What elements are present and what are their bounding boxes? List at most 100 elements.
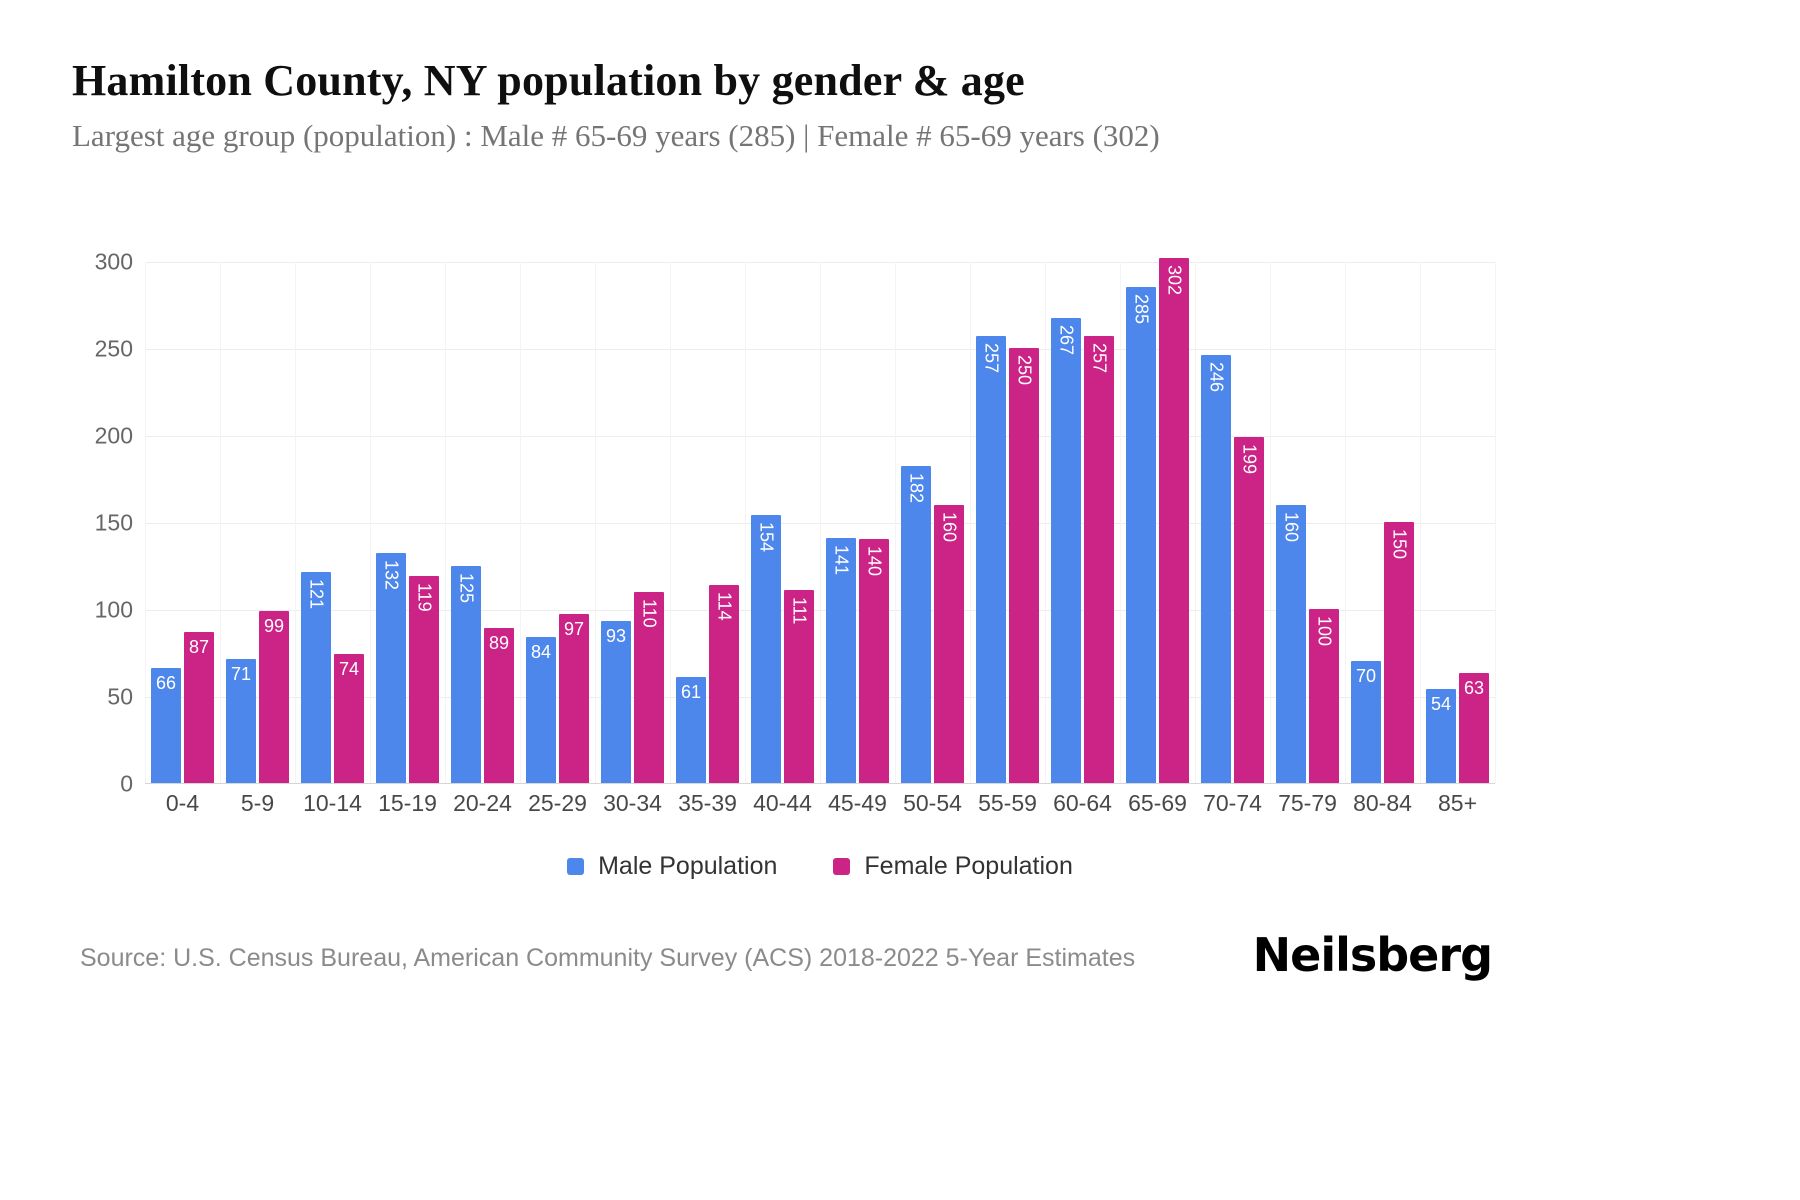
y-axis-tick-label: 200 (94, 422, 133, 449)
female-bar-30-34[interactable]: 110 (634, 591, 664, 783)
x-axis-labels: 0-4 5-9 10-14 15-19 20-24 25-29 30-34 35-39 40-4… (145, 790, 1495, 817)
female-bar-40-44[interactable]: 111 (784, 589, 814, 783)
bar-value-label: 302 (1164, 264, 1185, 295)
vertical-gridline (744, 262, 746, 783)
vertical-gridline (294, 262, 296, 783)
bar-value-label: 99 (263, 615, 285, 636)
male-bar-75-79[interactable]: 160 (1276, 504, 1306, 783)
female-bar-25-29[interactable]: 97 (559, 614, 589, 783)
x-axis-label-60-64: 60-64 (1053, 790, 1112, 816)
vertical-gridline (1045, 262, 1046, 783)
bar-value-label: 154 (756, 522, 777, 553)
male-bar-55-59[interactable]: 257 (976, 335, 1006, 783)
bar-value-label: 199 (1239, 443, 1260, 474)
vertical-gridline (520, 262, 521, 783)
bar-value-label: 84 (530, 641, 552, 662)
female-bar-85+[interactable]: 63 (1459, 673, 1489, 783)
female-bar-45-49[interactable]: 140 (859, 539, 889, 783)
female-bar-50-54[interactable]: 160 (934, 504, 964, 783)
x-axis-label-80-84: 80-84 (1353, 790, 1412, 816)
bar-value-label: 111 (789, 596, 810, 625)
female-bar-5-9[interactable]: 99 (259, 610, 289, 783)
x-axis-label-10-14: 10-14 (303, 790, 362, 816)
legend-label-male: Male Population (598, 852, 778, 880)
x-axis-label-70-74: 70-74 (1203, 790, 1262, 816)
male-bar-0-4[interactable]: 66 (151, 668, 181, 783)
bar-group-70-74: 246 199 (1195, 262, 1270, 783)
female-bar-65-69[interactable]: 302 (1159, 257, 1189, 783)
bar-value-label: 132 (381, 560, 402, 591)
plot-area: 0 50 100 150 200 250 300 66 87 71 99 121 74 132 119 12… (95, 249, 1496, 797)
female-bar-10-14[interactable]: 74 (334, 654, 364, 783)
vertical-gridline (820, 262, 821, 783)
x-axis-label-35-39: 35-39 (678, 790, 737, 816)
bar-value-label: 66 (155, 673, 177, 694)
male-bar-15-19[interactable]: 132 (376, 553, 406, 783)
bar-value-label: 119 (414, 582, 435, 612)
bar-group-15-19: 132 119 (370, 262, 445, 783)
female-bar-70-74[interactable]: 199 (1234, 436, 1264, 783)
bar-value-label: 257 (981, 342, 1002, 373)
y-axis-tick-label: 150 (94, 509, 133, 536)
x-axis-label-45-49: 45-49 (828, 790, 887, 816)
bar-value-label: 87 (188, 636, 210, 657)
male-bar-25-29[interactable]: 84 (526, 636, 556, 783)
bar-group-30-34: 93 110 (595, 262, 670, 783)
male-legend-swatch-icon (567, 858, 585, 875)
chart-title: Hamilton County, NY population by gender… (72, 56, 1025, 105)
legend: Male Population Female Population (145, 852, 1495, 881)
vertical-gridline (370, 262, 371, 783)
bar-value-label: 125 (456, 572, 477, 603)
male-bar-40-44[interactable]: 154 (751, 515, 781, 783)
bar-value-label: 63 (1463, 678, 1485, 699)
bar-group-75-79: 160 100 (1270, 262, 1345, 783)
legend-item-male[interactable]: Male Population (567, 852, 777, 881)
source-attribution: Source: U.S. Census Bureau, American Com… (80, 944, 1136, 972)
female-bar-55-59[interactable]: 250 (1009, 348, 1039, 783)
female-bar-60-64[interactable]: 257 (1084, 335, 1114, 783)
bar-value-label: 71 (230, 664, 252, 685)
female-bar-35-39[interactable]: 114 (709, 584, 739, 783)
x-axis-label-50-54: 50-54 (903, 790, 962, 816)
male-bar-60-64[interactable]: 267 (1051, 318, 1081, 783)
bar-group-10-14: 121 74 (295, 262, 370, 783)
male-bar-45-49[interactable]: 141 (826, 537, 856, 783)
female-bar-0-4[interactable]: 87 (184, 631, 214, 783)
male-bar-30-34[interactable]: 93 (601, 621, 631, 783)
bar-value-label: 100 (1314, 616, 1335, 647)
bar-value-label: 110 (639, 598, 660, 628)
male-bar-70-74[interactable]: 246 (1201, 354, 1231, 783)
male-bar-65-69[interactable]: 285 (1126, 287, 1156, 783)
vertical-gridline (1120, 262, 1121, 783)
bar-value-label: 61 (680, 681, 702, 702)
bar-group-85+: 54 63 (1420, 262, 1495, 783)
bar-value-label: 70 (1355, 666, 1377, 687)
male-bar-20-24[interactable]: 125 (451, 565, 481, 783)
male-bar-50-54[interactable]: 182 (901, 466, 931, 783)
bar-value-label: 89 (488, 633, 510, 654)
x-axis-label-55-59: 55-59 (978, 790, 1037, 816)
bar-group-20-24: 125 89 (445, 262, 520, 783)
vertical-gridline (444, 262, 446, 783)
female-bar-80-84[interactable]: 150 (1384, 522, 1414, 783)
female-bar-15-19[interactable]: 119 (409, 575, 439, 783)
male-bar-5-9[interactable]: 71 (226, 659, 256, 783)
female-bar-75-79[interactable]: 100 (1309, 609, 1339, 783)
male-bar-35-39[interactable]: 61 (676, 676, 706, 783)
male-bar-85+[interactable]: 54 (1426, 689, 1456, 783)
vertical-gridline (1495, 262, 1496, 783)
bar-value-label: 160 (1281, 511, 1302, 542)
male-bar-80-84[interactable]: 70 (1351, 661, 1381, 783)
legend-item-female[interactable]: Female Population (833, 852, 1073, 881)
bar-value-label: 74 (338, 659, 360, 680)
vertical-gridline (145, 262, 146, 783)
male-bar-10-14[interactable]: 121 (301, 572, 331, 783)
vertical-gridline (219, 262, 221, 783)
bar-value-label: 250 (1014, 355, 1035, 386)
female-bar-20-24[interactable]: 89 (484, 628, 514, 783)
bar-value-label: 140 (864, 546, 885, 577)
vertical-gridline (1344, 262, 1346, 783)
bar-group-5-9: 71 99 (220, 262, 295, 783)
bar-value-label: 114 (714, 591, 735, 621)
x-axis-label-40-44: 40-44 (753, 790, 812, 816)
